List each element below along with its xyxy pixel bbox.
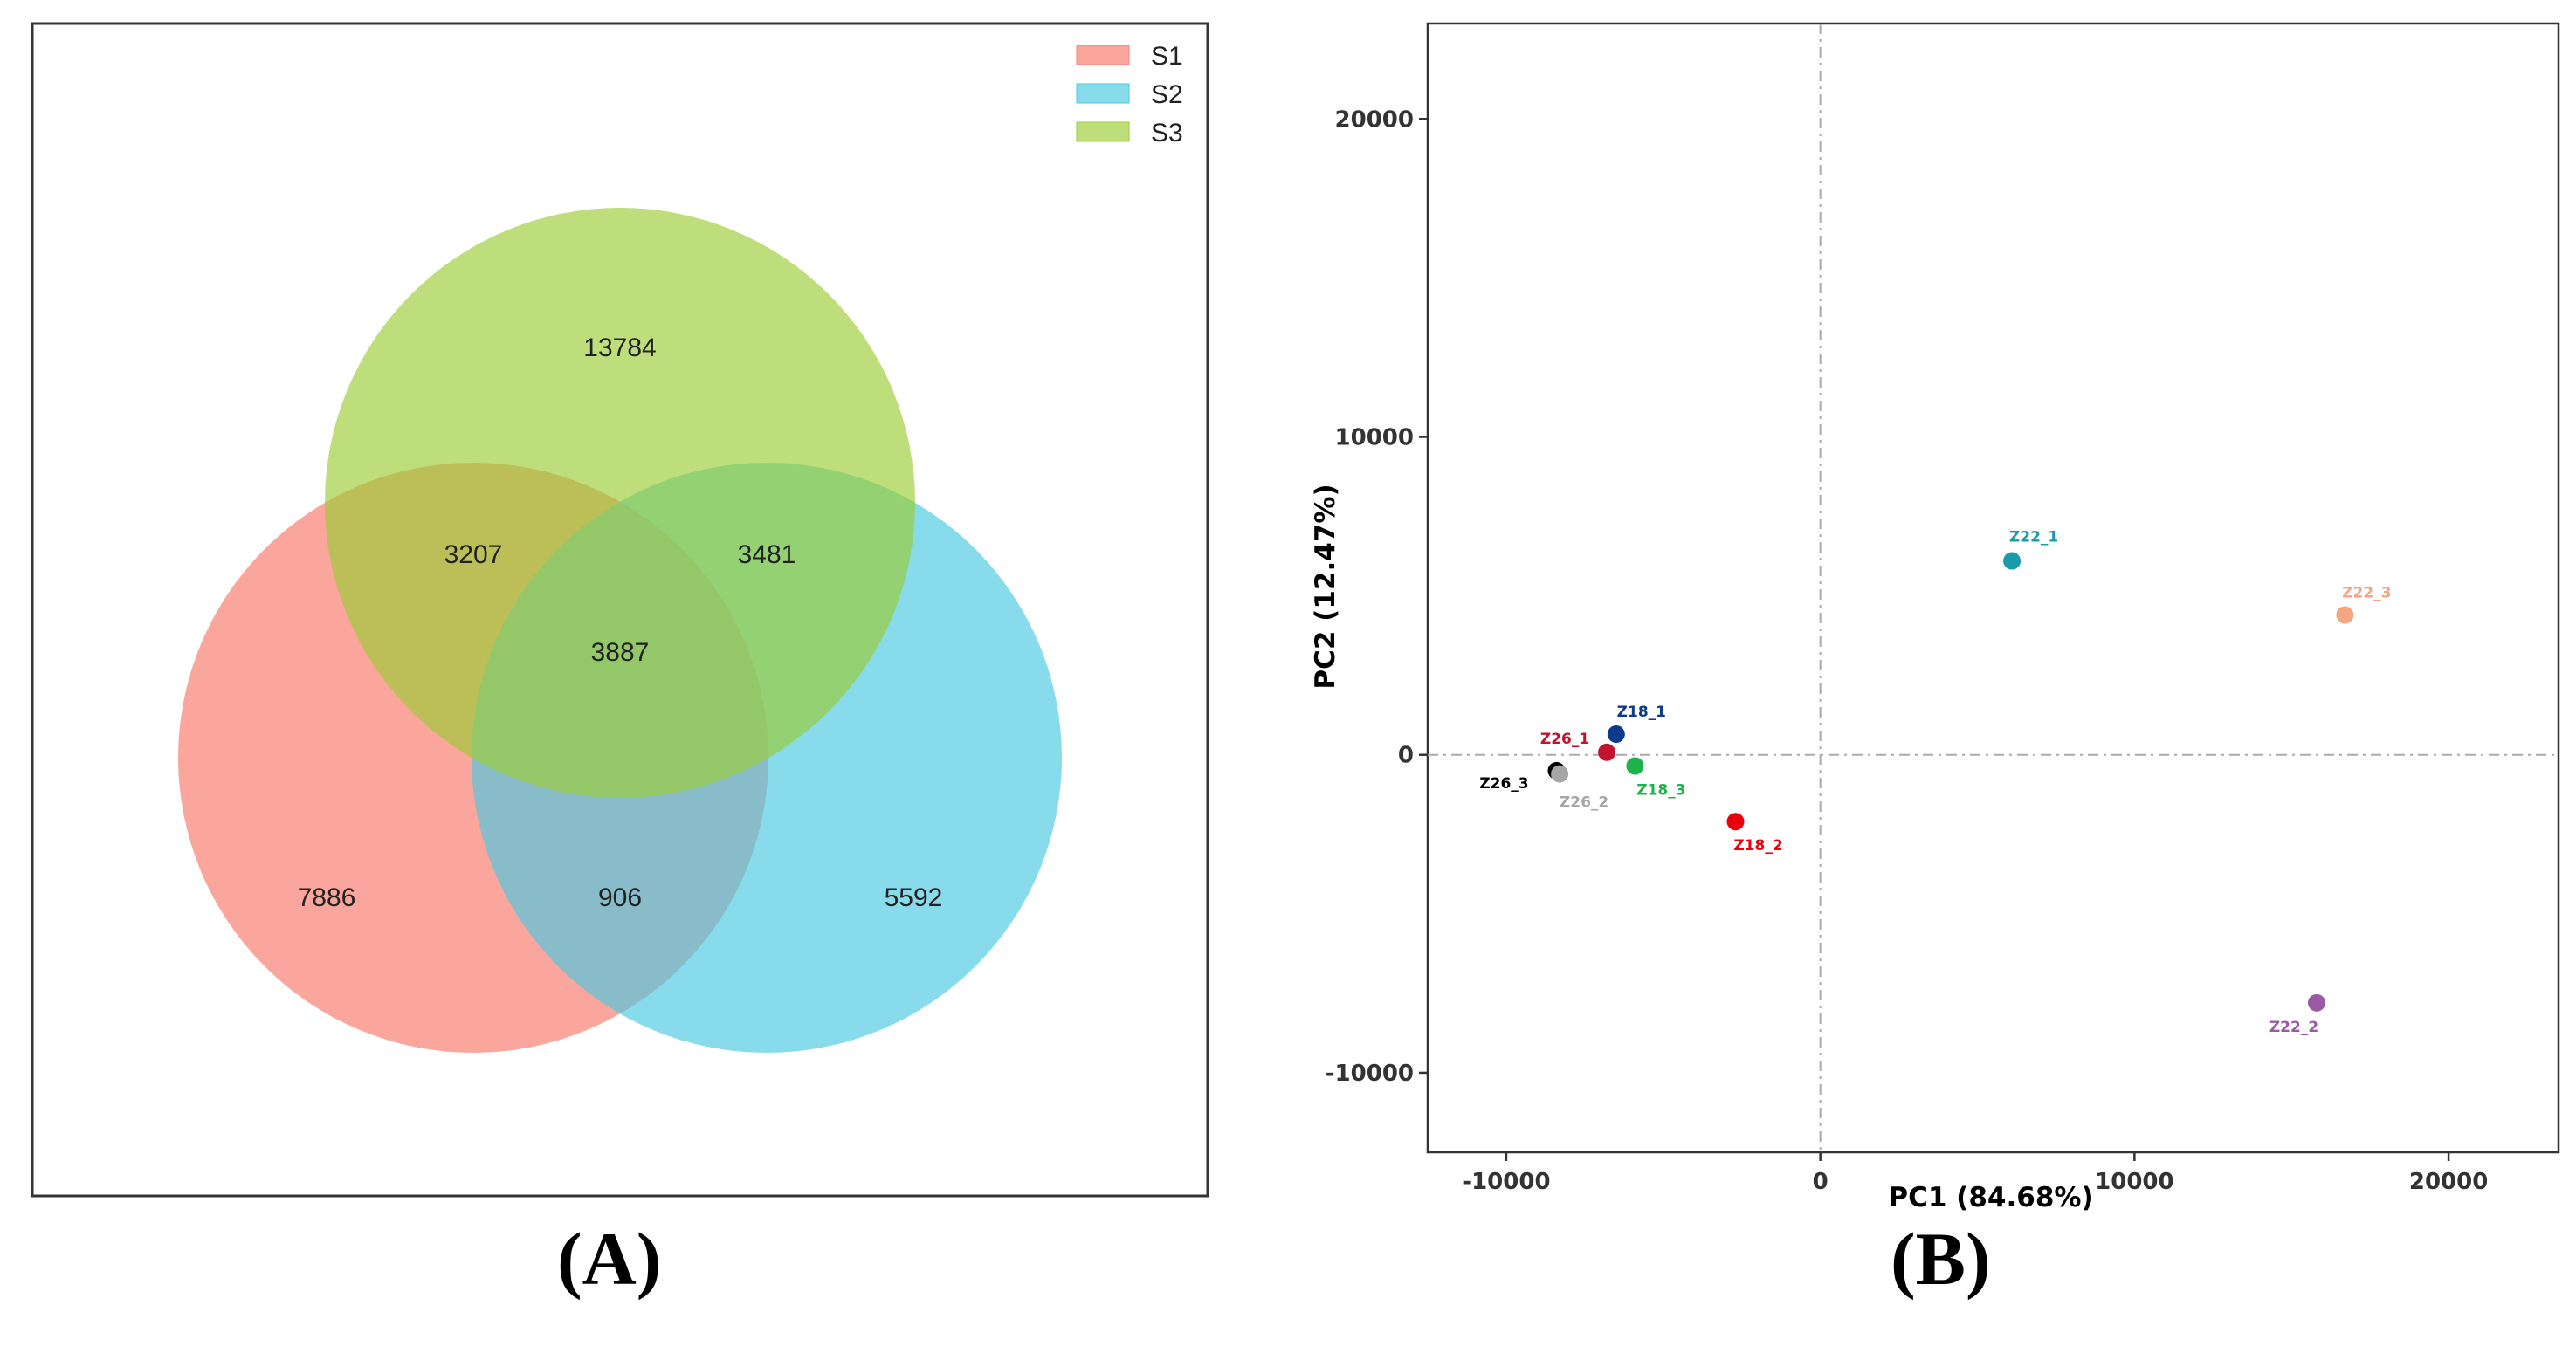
legend-label-s2: S2 xyxy=(1151,80,1183,109)
pca-points: Z22_1 Z22_3 Z18_1 Z26_1 Z26_3 Z26_2 Z18_3 Z18_2… xyxy=(1479,529,2391,1036)
pca-x-axis-ticks: -10000 0 10000 20000 xyxy=(1462,1152,2488,1195)
pca-x-axis-title: PC1 (84.68%) xyxy=(1888,1182,2093,1213)
venn-count-s2-only: 5592 xyxy=(885,883,943,912)
pca-scatter-plot: -10000 0 10000 20000 -10000 0 10000 20000 Z22_… xyxy=(1310,22,2560,1213)
legend-label-s1: S1 xyxy=(1151,42,1183,71)
point-z26-1 xyxy=(1598,743,1616,761)
venn-count-all: 3887 xyxy=(591,638,650,667)
legend-swatch-s3 xyxy=(1076,121,1130,142)
venn-count-s2-s3: 3481 xyxy=(738,540,796,569)
point-label-z18-2: Z18_2 xyxy=(1733,837,1782,855)
point-z22-1 xyxy=(2003,552,2022,570)
point-z22-2 xyxy=(2308,993,2326,1012)
point-label-z22-2: Z22_2 xyxy=(2269,1019,2318,1036)
panel-label-b: (B) xyxy=(1891,1217,1991,1301)
point-label-z22-1: Z22_1 xyxy=(2009,529,2058,546)
pca-y-axis-ticks: -10000 0 10000 20000 xyxy=(1326,106,1428,1087)
y-tick-label: -10000 xyxy=(1326,1061,1414,1087)
point-label-z26-3: Z26_3 xyxy=(1479,775,1528,793)
venn-diagram: 13784 3207 3481 3887 7886 906 5592 S1 S2… xyxy=(31,22,1209,1198)
x-tick-label: 10000 xyxy=(2095,1169,2173,1195)
legend-swatch-s2 xyxy=(1076,83,1130,104)
pca-plot-frame xyxy=(1426,22,2560,1154)
point-z26-2 xyxy=(1551,765,1569,783)
point-label-z26-2: Z26_2 xyxy=(1560,794,1608,812)
point-z18-2 xyxy=(1726,813,1745,831)
point-z18-3 xyxy=(1626,757,1644,775)
x-tick-label: -10000 xyxy=(1462,1169,1550,1195)
point-z22-3 xyxy=(2336,606,2354,624)
x-tick-label: 0 xyxy=(1813,1169,1829,1195)
pca-y-axis-title: PC2 (12.47%) xyxy=(1310,484,1341,689)
venn-count-s3-only: 13784 xyxy=(583,333,656,362)
panel-label-a: (A) xyxy=(557,1217,662,1301)
venn-legend: S1 S2 S3 xyxy=(1076,42,1183,148)
legend-label-s3: S3 xyxy=(1151,119,1183,148)
y-tick-label: 0 xyxy=(1398,743,1414,769)
y-tick-label: 20000 xyxy=(1335,106,1414,133)
venn-count-s1-s3: 3207 xyxy=(444,540,503,569)
venn-count-s1-s2: 906 xyxy=(598,883,642,912)
y-tick-label: 10000 xyxy=(1335,424,1414,450)
point-label-z26-1: Z26_1 xyxy=(1540,731,1589,748)
point-label-z18-1: Z18_1 xyxy=(1617,704,1666,721)
point-z18-1 xyxy=(1607,725,1625,744)
point-label-z22-3: Z22_3 xyxy=(2342,584,2391,601)
x-tick-label: 20000 xyxy=(2409,1169,2488,1195)
venn-circle-s3 xyxy=(325,208,915,798)
legend-swatch-s1 xyxy=(1076,45,1130,65)
venn-count-s1-only: 7886 xyxy=(298,883,356,912)
point-label-z18-3: Z18_3 xyxy=(1636,781,1685,799)
